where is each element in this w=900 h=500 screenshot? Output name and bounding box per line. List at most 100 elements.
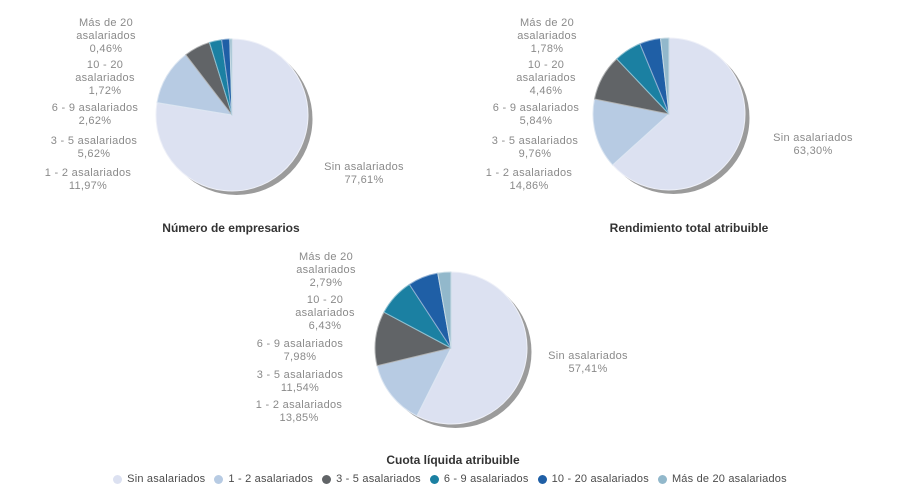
legend-label: 1 - 2 asalariados [228, 473, 314, 485]
pie-slice-6-9-asalariados [616, 43, 670, 115]
slice-label-text: 1 - 2 asalariados [255, 399, 343, 411]
pie-slice-mas-de-20-asalariados [660, 37, 670, 115]
pie-slice-6-9-asalariados [383, 283, 452, 349]
slice-label-value: 77,61% [344, 174, 384, 186]
slice-label-text: Más de 20 [519, 17, 575, 29]
slice-label-text: 3 - 5 asalariados [491, 135, 579, 147]
slice-label-left-10-20-asalariados: 10 - 20 asalariados 4,46% [471, 59, 621, 98]
legend-label: 10 - 20 asalariados [551, 473, 649, 485]
slice-label-value: 11,54% [280, 382, 320, 394]
slice-label-value: 63,30% [793, 145, 833, 157]
slice-label-left-6-9-asalariados: 6 - 9 asalariados 5,84% [461, 102, 611, 128]
legend-marker-icon [657, 474, 667, 484]
slice-label-value: 7,98% [283, 351, 317, 363]
pie-slice-sin-asalariados [612, 37, 746, 191]
slice-label-text: 6 - 9 asalariados [51, 102, 139, 114]
slice-label-value: 11,97% [68, 180, 108, 192]
slice-label-text: 10 - 20 [306, 294, 344, 306]
slice-label-left-10-20-asalariados: 10 - 20 asalariados 1,72% [30, 59, 180, 98]
legend-item-10-20-asalariados: 10 - 20 asalariados [537, 473, 649, 485]
slice-label-left-1-2-asalariados: 1 - 2 asalariados 13,85% [224, 399, 374, 425]
slice-label-value: 5,62% [77, 148, 111, 160]
slice-label-left-3-5-asalariados: 3 - 5 asalariados 11,54% [225, 369, 375, 395]
slice-label-text: 3 - 5 asalariados [50, 135, 138, 147]
slice-label-text: 1 - 2 asalariados [485, 167, 573, 179]
legend-marker-icon [537, 474, 547, 484]
slice-label-text: 1 - 2 asalariados [44, 167, 132, 179]
pie-shadow [379, 276, 532, 428]
legend-marker-icon [113, 474, 123, 484]
slice-label-value: 6,43% [308, 320, 342, 332]
legend-label: Más de 20 asalariados [671, 473, 787, 485]
slice-label-text: Sin asalariados [773, 132, 853, 144]
legend-item-sin-asalariados: Sin asalariados [113, 473, 205, 485]
legend-marker-icon [214, 474, 224, 484]
slice-label-left-6-9-asalariados: 6 - 9 asalariados 7,98% [225, 338, 375, 364]
slice-label-value: 0,46% [89, 43, 123, 55]
pie-rendimiento-total-atribuible [592, 37, 750, 194]
pie-slice-3-5-asalariados [593, 58, 670, 115]
legend-label: 3 - 5 asalariados [336, 473, 421, 485]
slice-label-right-sin-asalariados: Sin asalariados 77,61% [289, 161, 439, 187]
pie-slice-1-2-asalariados [376, 347, 452, 417]
legend-marker-icon [429, 474, 439, 484]
slice-label-value: 9,76% [518, 148, 552, 160]
slice-label-text: Más de 20 [78, 17, 134, 29]
pie-slice-1-2-asalariados [592, 98, 670, 166]
slice-label-right-sin-asalariados: Sin asalariados 57,41% [513, 350, 663, 376]
slice-label-value: 1,78% [530, 43, 564, 55]
pie-slice-1-2-asalariados [156, 54, 233, 116]
pie-slice-6-9-asalariados [208, 39, 233, 116]
slice-label-left-1-2-asalariados: 1 - 2 asalariados 14,86% [454, 167, 604, 193]
slice-label-value: 1,72% [88, 85, 122, 97]
slice-label-value: 57,41% [568, 363, 608, 375]
pie-shadow [597, 42, 750, 194]
pie-slice-10-20-asalariados [221, 38, 233, 116]
slice-label-value: 13,85% [279, 412, 319, 424]
slice-label-left-1-2-asalariados: 1 - 2 asalariados 11,97% [13, 167, 163, 193]
slice-label-value: 5,84% [519, 115, 553, 127]
slice-label-text: asalariados [517, 30, 577, 42]
pie-slice-sin-asalariados [416, 271, 528, 425]
slice-label-value: 14,86% [509, 180, 549, 192]
slice-label-right-sin-asalariados: Sin asalariados 63,30% [738, 132, 888, 158]
chart-title-numero-de-empresarios: Número de empresarios [162, 221, 300, 235]
legend-item-mas-de-20-asalariados: Más de 20 asalariados [657, 473, 787, 485]
slice-label-text: Sin asalariados [324, 161, 404, 173]
pie-slice-mas-de-20-asalariados [229, 38, 233, 116]
legend-label: 6 - 9 asalariados [443, 473, 529, 485]
slice-label-value: 2,79% [309, 277, 343, 289]
pie-slice-mas-de-20-asalariados [437, 271, 452, 349]
legend-item-1-2-asalariados: 1 - 2 asalariados [214, 473, 313, 485]
slice-label-text: 6 - 9 asalariados [256, 338, 344, 350]
pie-slice-3-5-asalariados [185, 41, 233, 116]
pie-slice-sin-asalariados [155, 38, 309, 192]
slice-label-value: 4,46% [529, 85, 563, 97]
legend-label: Sin asalariados [127, 473, 206, 485]
slice-label-text: Más de 20 [298, 251, 354, 263]
chart-title-rendimiento-total-atribuible: Rendimiento total atribuible [609, 221, 769, 235]
slice-label-left-mas-de-20-asalariados: Más de 20 asalariados 0,46% [31, 17, 181, 56]
slice-label-text: 10 - 20 [86, 59, 124, 71]
legend-marker-icon [322, 474, 332, 484]
slice-label-text: 10 - 20 [527, 59, 565, 71]
legend-item-6-9-asalariados: 6 - 9 asalariados [429, 473, 529, 485]
slice-label-value: 2,62% [78, 115, 112, 127]
slice-label-left-10-20-asalariados: 10 - 20 asalariados 6,43% [250, 294, 400, 333]
slice-label-text: asalariados [516, 72, 576, 84]
slice-label-text: asalariados [76, 30, 136, 42]
slice-label-text: asalariados [295, 307, 355, 319]
slice-label-left-3-5-asalariados: 3 - 5 asalariados 9,76% [460, 135, 610, 161]
slice-label-left-3-5-asalariados: 3 - 5 asalariados 5,62% [19, 135, 169, 161]
pie-slice-10-20-asalariados [639, 37, 670, 115]
slice-label-left-6-9-asalariados: 6 - 9 asalariados 2,62% [20, 102, 170, 128]
pie-shadow [160, 43, 313, 195]
pie-numero-de-empresarios [155, 38, 313, 195]
slice-label-text: asalariados [75, 72, 135, 84]
pie-slice-3-5-asalariados [374, 311, 452, 367]
slice-label-text: Sin asalariados [548, 350, 628, 362]
chart-legend: Sin asalariados 1 - 2 asalariados 3 - 5 as… [0, 473, 900, 485]
